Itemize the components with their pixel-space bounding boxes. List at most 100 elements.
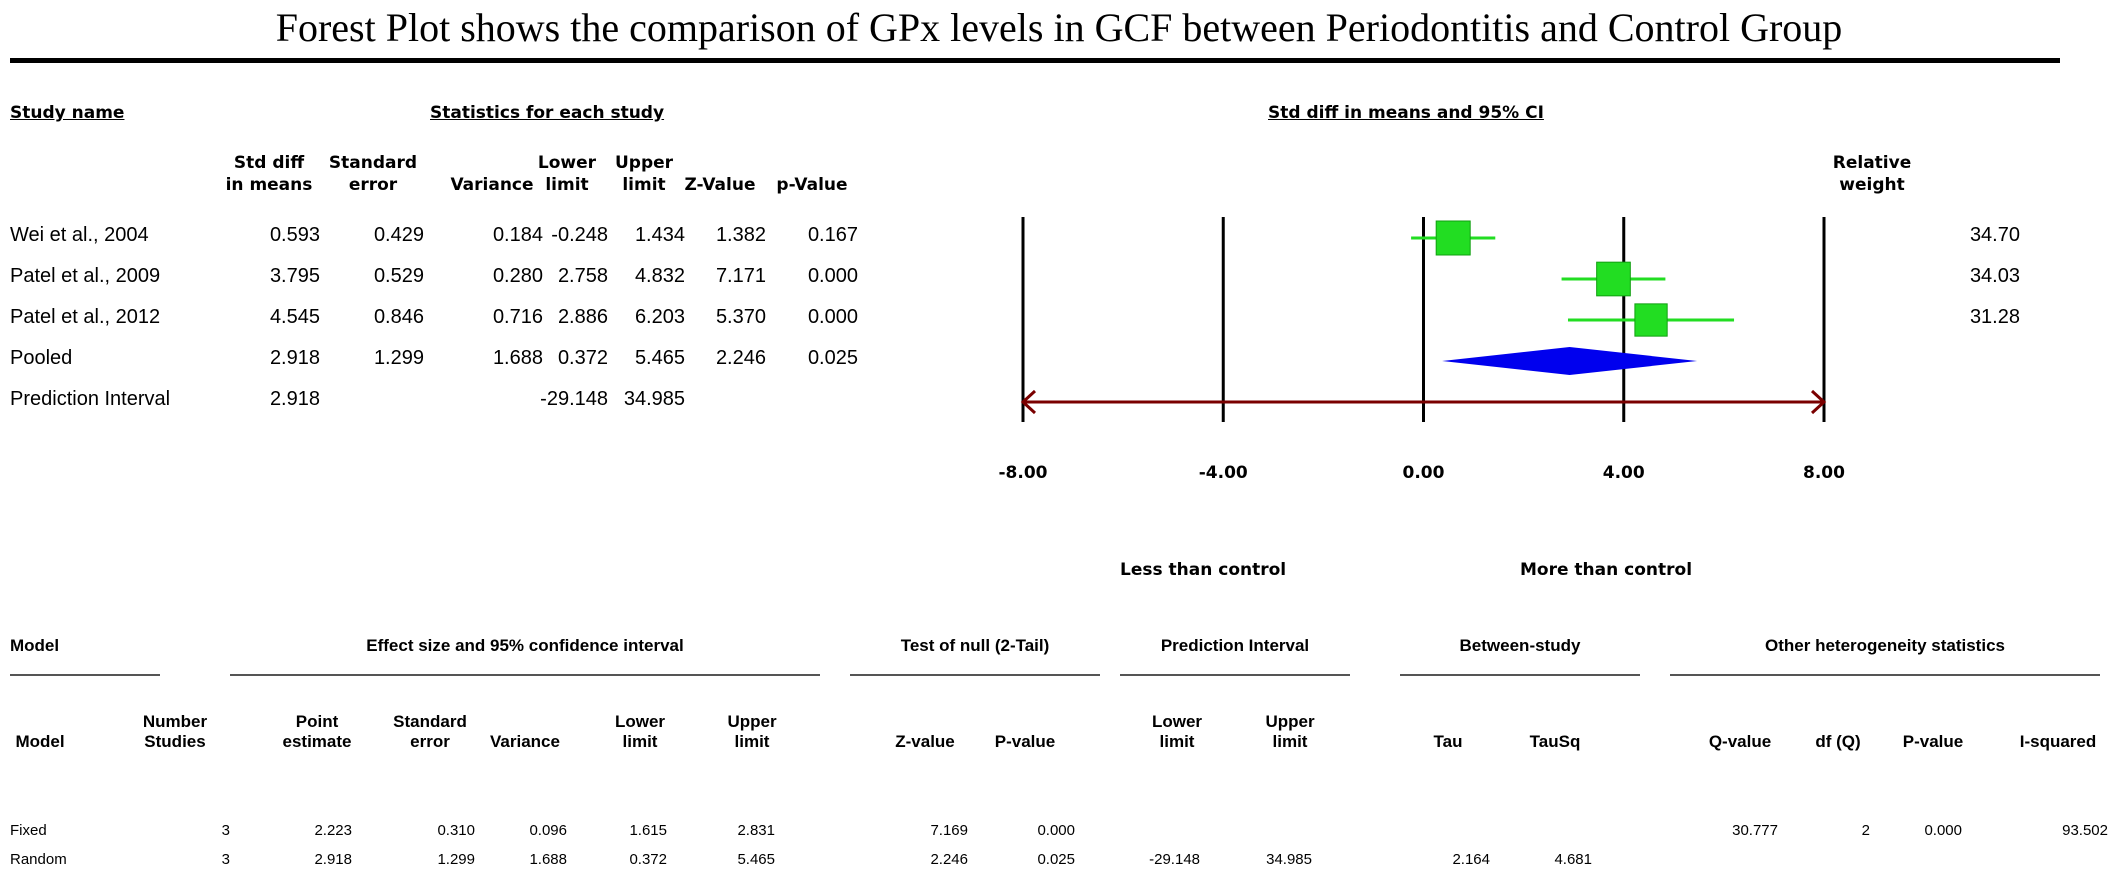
summary-value: 0.096 xyxy=(529,822,567,839)
col-header-line: limit xyxy=(545,175,589,195)
study-weight: 34.70 xyxy=(1969,224,2020,246)
col-header-line: I-squared xyxy=(2019,732,2097,751)
col-header-line: P-value xyxy=(994,732,1056,751)
summary-col-header: Upper limit xyxy=(692,712,812,752)
col-header-line xyxy=(762,152,862,174)
summary-col-header: Number Studies xyxy=(115,712,235,752)
group-underline xyxy=(1670,674,2100,676)
col-header-line: error xyxy=(348,175,398,195)
study-value: 2.246 xyxy=(715,347,766,369)
col-header-line xyxy=(1873,712,1993,732)
study-value: 34.985 xyxy=(623,388,685,410)
col-header-line: limit xyxy=(1272,732,1308,751)
summary-model-name: Random xyxy=(10,851,67,868)
study-weight: 34.03 xyxy=(1969,265,2020,287)
study-value: 1.688 xyxy=(492,347,543,369)
col-header-line: Lower xyxy=(1151,712,1203,731)
x-tick-label: 0.00 xyxy=(1403,463,1445,483)
group-underline xyxy=(230,674,820,676)
study-point xyxy=(1634,303,1668,337)
stats-col-header: Std diff in means xyxy=(214,152,324,196)
col-header-line: Lower xyxy=(614,712,666,731)
summary-col-header: Lower limit xyxy=(580,712,700,752)
x-tick-label: 4.00 xyxy=(1603,463,1645,483)
stats-header: Statistics for each study xyxy=(430,103,665,123)
summary-col-header: P-value xyxy=(965,712,1085,752)
study-value: 0.593 xyxy=(269,224,320,246)
study-value: 0.184 xyxy=(492,224,543,246)
col-header-line: limit xyxy=(1159,732,1195,751)
study-value: 0.000 xyxy=(807,306,858,328)
group-underline xyxy=(850,674,1100,676)
study-value: 7.171 xyxy=(715,265,766,287)
study-value: 2.918 xyxy=(269,388,320,410)
stats-col-header: p-Value xyxy=(762,152,862,196)
group-header-model: Model xyxy=(10,636,60,655)
study-value: -0.248 xyxy=(551,224,608,246)
summary-value: 30.777 xyxy=(1732,822,1778,839)
col-header-line: Standard xyxy=(328,153,418,173)
study-value: 4.545 xyxy=(269,306,320,328)
summary-value: 5.465 xyxy=(737,851,775,868)
col-header-line: Tau xyxy=(1433,732,1463,751)
col-header-line: Model xyxy=(15,732,65,751)
summary-col-header: Model xyxy=(0,712,100,752)
summary-col-header: Tau xyxy=(1388,712,1508,752)
prediction-right-arrow xyxy=(1810,389,1827,415)
col-header-line: limit xyxy=(622,732,658,751)
col-header-line: limit xyxy=(734,732,770,751)
study-value: 2.886 xyxy=(557,306,608,328)
stats-col-header: Upper limit xyxy=(599,152,689,196)
x-tick-label: -4.00 xyxy=(1199,463,1248,483)
col-header-line: Variance xyxy=(490,732,560,751)
summary-value: 34.985 xyxy=(1266,851,1312,868)
summary-col-header: Lower limit xyxy=(1117,712,1237,752)
study-value: 0.529 xyxy=(373,265,424,287)
summary-value: 0.000 xyxy=(1037,822,1075,839)
relative-weight-header: Relative weight xyxy=(1832,153,1912,195)
summary-col-header: Upper limit xyxy=(1230,712,1350,752)
study-value: 0.000 xyxy=(807,265,858,287)
pooled-diamond xyxy=(1442,347,1698,375)
col-header-line xyxy=(965,712,1085,732)
summary-value: 2.164 xyxy=(1452,851,1490,868)
summary-value: 0.310 xyxy=(437,822,475,839)
summary-value: 0.000 xyxy=(1924,822,1962,839)
col-header-line: TauSq xyxy=(1529,732,1581,751)
study-value: 0.280 xyxy=(492,265,543,287)
col-header-line xyxy=(1388,712,1508,732)
summary-value: 93.502 xyxy=(2062,822,2108,839)
summary-value: 3 xyxy=(221,851,230,868)
col-header-line: Q-value xyxy=(1708,732,1772,751)
col-header-line: Point xyxy=(295,712,339,731)
prediction-left-arrow xyxy=(1020,389,1037,415)
study-name: Patel et al., 2009 xyxy=(10,265,161,287)
col-header-line: estimate xyxy=(282,732,352,751)
summary-value: 0.372 xyxy=(629,851,667,868)
study-name: Prediction Interval xyxy=(10,388,171,410)
summary-value: 3 xyxy=(221,822,230,839)
study-name: Wei et al., 2004 xyxy=(10,224,149,246)
study-value: 5.465 xyxy=(634,347,685,369)
study-value: 6.203 xyxy=(634,306,685,328)
stats-col-header: Standard error xyxy=(318,152,428,196)
summary-value: 1.615 xyxy=(629,822,667,839)
study-value: 2.918 xyxy=(269,347,320,369)
summary-col-header: Q-value xyxy=(1680,712,1800,752)
study-name: Patel et al., 2012 xyxy=(10,306,161,328)
study-value: 3.795 xyxy=(269,265,320,287)
col-header-line: Z-Value xyxy=(684,175,756,195)
summary-col-header: Z-value xyxy=(865,712,985,752)
summary-value: 2 xyxy=(1861,822,1870,839)
group-underline xyxy=(1400,674,1640,676)
col-header-line: Studies xyxy=(144,732,206,751)
col-header-line: limit xyxy=(622,175,666,195)
summary-col-header: TauSq xyxy=(1495,712,1615,752)
study-value: -29.148 xyxy=(540,388,608,410)
col-header-line: Lower xyxy=(537,153,597,173)
col-header-line: P-value xyxy=(1902,732,1964,751)
summary-value: 2.223 xyxy=(314,822,352,839)
study-value: 4.832 xyxy=(634,265,685,287)
study-value: 0.025 xyxy=(807,347,858,369)
less-than-control-label: Less than control xyxy=(1120,560,1287,580)
